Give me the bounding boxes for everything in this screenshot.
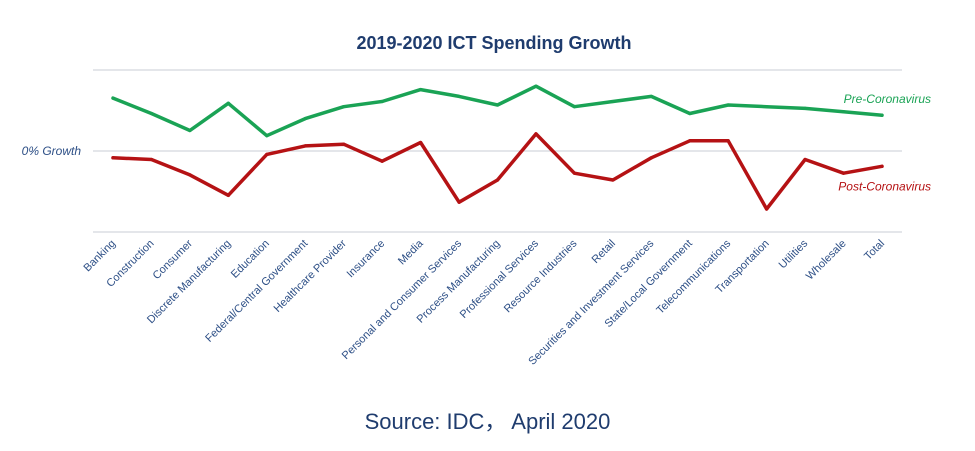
pre-coronavirus-point (226, 101, 230, 105)
post-coronavirus-point (649, 156, 653, 160)
zero-growth-label: 0% Growth (22, 144, 82, 158)
x-tick-label: Utilities (777, 237, 811, 271)
pre-coronavirus-point (880, 113, 884, 117)
post-coronavirus-point (880, 164, 884, 168)
x-tick-label: Healthcare Provider (272, 237, 349, 314)
pre-coronavirus-point (303, 117, 307, 121)
x-tick-label: Telecommunications (654, 237, 733, 316)
post-coronavirus-point (342, 142, 346, 146)
x-tick-label: Insurance (345, 238, 388, 281)
post-coronavirus-point (419, 140, 423, 145)
x-tick-label: Wholesale (804, 238, 849, 283)
pre-coronavirus-point (380, 99, 384, 104)
post-coronavirus-point (495, 178, 500, 182)
post-coronavirus-point (534, 132, 538, 136)
pre-coronavirus-label: Pre-Coronavirus (844, 92, 931, 106)
source-note: Source: IDC， April 2020 (364, 409, 611, 434)
pre-coronavirus-point (188, 128, 192, 133)
post-coronavirus-point (303, 144, 307, 148)
pre-coronavirus-point (803, 106, 807, 110)
x-tick-label: Media (396, 237, 426, 267)
post-coronavirus-point (841, 171, 846, 175)
post-coronavirus-point (226, 193, 230, 197)
post-coronavirus-point (188, 173, 192, 177)
pre-coronavirus-point (572, 105, 577, 109)
post-coronavirus-point (611, 178, 615, 182)
x-tick-label: Retail (590, 238, 618, 266)
pre-coronavirus-point (342, 105, 346, 109)
pre-coronavirus-point (688, 111, 692, 116)
pre-coronavirus-point (149, 111, 154, 116)
gridlines (93, 69, 902, 233)
pre-coronavirus-point (649, 94, 653, 99)
post-coronavirus-label: Post-Coronavirus (838, 179, 931, 193)
pre-coronavirus-point (265, 134, 269, 138)
pre-coronavirus-point (726, 103, 730, 107)
post-coronavirus-point (572, 171, 577, 175)
post-coronavirus-point (265, 152, 269, 157)
pre-coronavirus-point (534, 84, 538, 88)
pre-coronavirus-point (611, 99, 615, 104)
x-tick-label: Banking (82, 238, 119, 275)
series-lines (111, 84, 884, 211)
post-coronavirus-point (803, 157, 807, 162)
post-coronavirus-point (726, 139, 730, 143)
chart-title: 2019-2020 ICT Spending Growth (356, 33, 631, 53)
x-tick-label: Resource Industries (502, 237, 580, 315)
pre-coronavirus-point (457, 94, 461, 99)
post-coronavirus-line (111, 132, 884, 211)
series-labels: Pre-Coronavirus Post-Coronavirus (838, 92, 931, 193)
post-coronavirus-point (765, 207, 769, 211)
pre-coronavirus-point (841, 110, 846, 114)
pre-coronavirus-point (419, 88, 423, 92)
line-chart: 2019-2020 ICT Spending Growth 0% Growth … (22, 33, 931, 368)
pre-coronavirus-point (765, 105, 769, 109)
post-coronavirus-point (149, 157, 154, 162)
pre-coronavirus-point (495, 103, 500, 107)
post-coronavirus-point (688, 139, 692, 143)
pre-coronavirus-point (111, 96, 115, 100)
post-coronavirus-point (457, 200, 461, 204)
post-coronavirus-point (380, 159, 384, 163)
post-coronavirus-point (111, 156, 115, 160)
pre-coronavirus-line (111, 84, 884, 138)
x-tick-label: Total (862, 238, 887, 263)
